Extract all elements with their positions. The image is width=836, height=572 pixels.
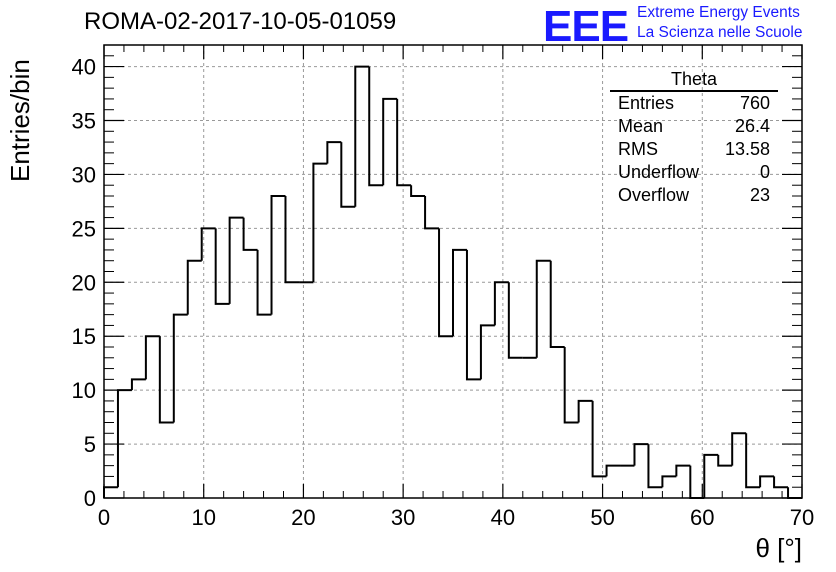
- histogram-bars: [103, 65, 802, 499]
- histogram-bin: [396, 98, 412, 187]
- histogram-bin: [270, 195, 286, 315]
- histogram-bin: [703, 453, 719, 498]
- histogram-bin: [130, 378, 146, 391]
- histogram-bin: [773, 476, 789, 489]
- histogram-bin: [424, 196, 440, 230]
- y-tick-label: 10: [72, 378, 96, 403]
- stats-box: Theta Entries 760 Mean 26.4 RMS 13.58 Under…: [610, 68, 778, 207]
- histogram-bin: [465, 249, 481, 381]
- y-tick-label: 5: [84, 432, 96, 457]
- histogram-bin: [326, 141, 342, 164]
- stats-row: Mean 26.4: [610, 115, 778, 138]
- y-tick-label: 20: [72, 270, 96, 295]
- x-tick-label: 30: [391, 505, 415, 530]
- histogram-bin: [563, 347, 579, 424]
- x-axis-label: θ [°]: [755, 533, 802, 563]
- histogram-bin: [549, 260, 565, 348]
- x-tick-label: 0: [98, 505, 110, 530]
- histogram-bin: [242, 217, 258, 251]
- stats-row: Entries 760: [610, 92, 778, 115]
- histogram-bin: [452, 248, 467, 337]
- x-tick-label: 50: [590, 505, 614, 530]
- y-axis-label: Entries/bin: [5, 59, 35, 182]
- axis-ticks: [103, 44, 803, 499]
- eee-logo: EEE: [543, 2, 629, 51]
- stats-value: 760: [739, 93, 770, 113]
- histogram-bin: [368, 66, 384, 187]
- y-tick-label: 40: [72, 55, 96, 80]
- stats-value: 0: [759, 162, 770, 182]
- stats-value: 26.4: [734, 116, 770, 136]
- histogram-bin: [256, 249, 272, 316]
- histogram-bin: [354, 65, 370, 207]
- histogram-bin: [717, 454, 733, 467]
- histogram-bin: [759, 475, 775, 488]
- histogram-bin: [144, 335, 160, 380]
- histogram-bin: [647, 444, 663, 489]
- logo-line-2: La Scienza nelle Scuole: [637, 24, 803, 41]
- histogram-bin: [103, 486, 118, 498]
- stats-label: RMS: [618, 139, 658, 159]
- stats-value: 13.58: [724, 139, 770, 159]
- y-tick-label: 25: [72, 216, 96, 241]
- histogram-bin: [745, 433, 761, 489]
- histogram-bin: [158, 336, 174, 424]
- histogram-bin: [214, 228, 230, 305]
- histogram-bin: [228, 216, 244, 304]
- histogram-bin: [731, 432, 747, 466]
- histogram-bin: [186, 259, 202, 315]
- histogram-bin: [633, 443, 649, 466]
- y-tick-label: 15: [72, 324, 96, 349]
- tick-labels: 0 10 20 30 40 50 60 70 0 5 10 15 20 25 30 35 40: [72, 55, 815, 530]
- histogram-bin: [284, 196, 300, 284]
- histogram-title: ROMA-02-2017-10-05-01059: [84, 8, 397, 35]
- stats-label: Mean: [618, 116, 664, 136]
- y-tick-label: 0: [84, 486, 96, 511]
- logo-line-1: Extreme Energy Events: [637, 4, 800, 21]
- histogram-bin: [200, 227, 216, 261]
- stats-label: Underflow: [618, 162, 700, 182]
- x-tick-label: 40: [491, 505, 515, 530]
- histogram-bin: [382, 97, 398, 186]
- histogram-bin: [172, 313, 188, 423]
- histogram-bin: [675, 464, 691, 477]
- stats-row: Underflow 0: [610, 161, 778, 184]
- histogram-bin: [116, 389, 132, 488]
- y-tick-label: 35: [72, 109, 96, 134]
- histogram-bin: [479, 324, 495, 380]
- stats-name: Theta: [610, 68, 778, 92]
- histogram-bin: [312, 162, 328, 283]
- histogram-bin: [661, 475, 677, 488]
- histogram-bin: [507, 282, 523, 359]
- histogram-bin: [340, 142, 356, 208]
- x-tick-label: 20: [291, 505, 315, 530]
- histogram-bin: [410, 185, 426, 197]
- x-tick-label: 10: [191, 505, 215, 530]
- stats-label: Entries: [618, 93, 675, 113]
- stats-label: Overflow: [618, 185, 690, 205]
- stats-row: RMS 13.58: [610, 138, 778, 161]
- histogram-bin: [591, 400, 607, 478]
- histogram-bin: [438, 228, 453, 338]
- stats-value: 23: [749, 185, 770, 205]
- x-tick-label: 60: [690, 505, 714, 530]
- histogram-bin: [535, 259, 551, 358]
- histogram-bin: [577, 399, 593, 423]
- y-tick-label: 30: [72, 162, 96, 187]
- histogram-bin: [787, 487, 802, 499]
- stats-row: Overflow 23: [610, 184, 778, 207]
- x-tick-label: 70: [790, 505, 814, 530]
- histogram-bin: [493, 281, 509, 326]
- histogram-bin: [605, 464, 621, 477]
- logo-caption: Extreme Energy Events La Scienza nelle S…: [637, 3, 802, 43]
